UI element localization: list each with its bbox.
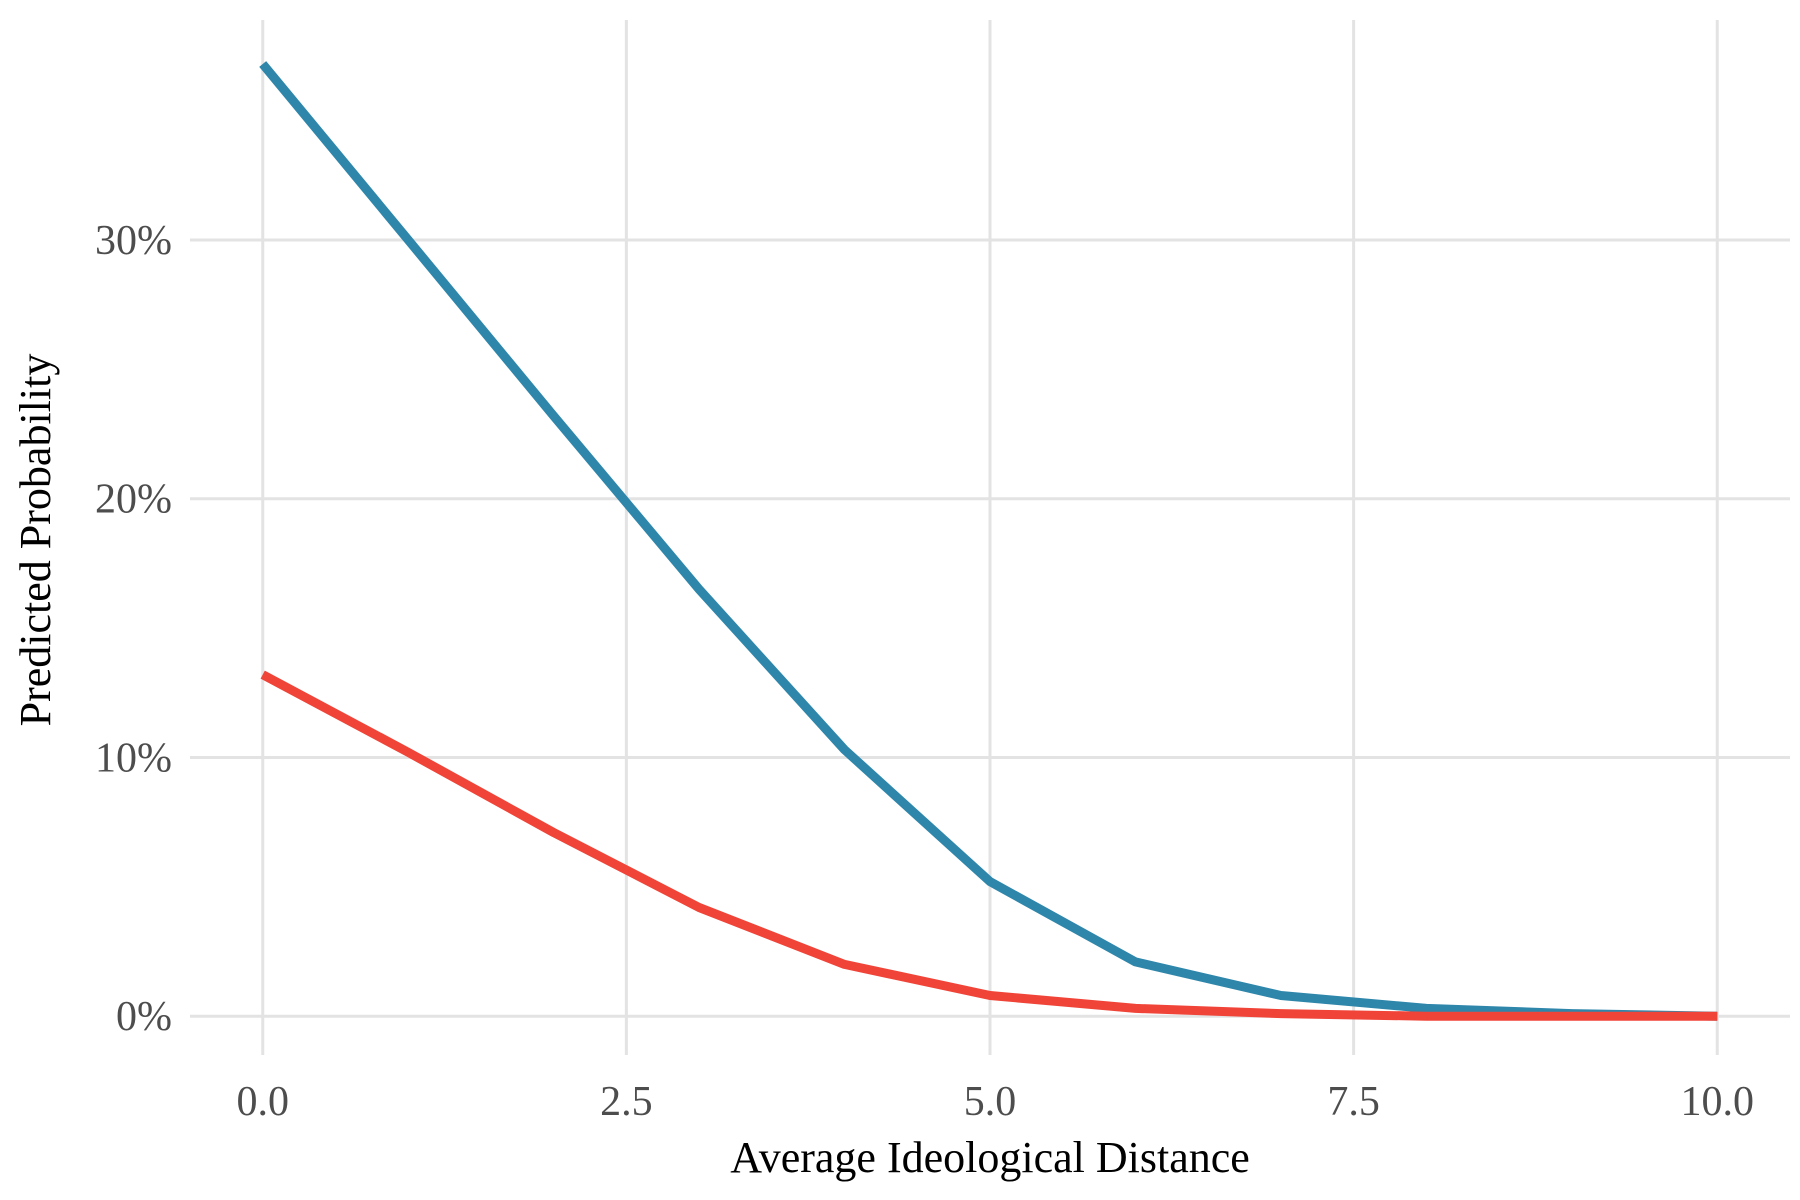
x-tick-label: 2.5 [600,1079,653,1125]
tick-labels: 0.0 2.5 5.0 7.5 10.0 0% 10% 20% 30% [95,218,1754,1125]
y-tick-label: 30% [95,218,172,264]
series-lines [259,61,1718,1021]
series-line-2 [260,670,1718,1021]
y-axis-title: Predicted Probability [11,354,60,727]
x-tick-label: 7.5 [1327,1079,1380,1125]
y-tick-label: 0% [116,994,172,1040]
x-tick-label: 0.0 [236,1079,289,1125]
x-tick-label: 5.0 [964,1079,1017,1125]
y-tick-label: 20% [95,477,172,523]
x-tick-label: 10.0 [1681,1079,1755,1125]
x-axis-title: Average Ideological Distance [730,1133,1250,1182]
y-tick-label: 10% [95,735,172,781]
series-line-1 [259,61,1718,1021]
grid-lines [190,20,1790,1055]
